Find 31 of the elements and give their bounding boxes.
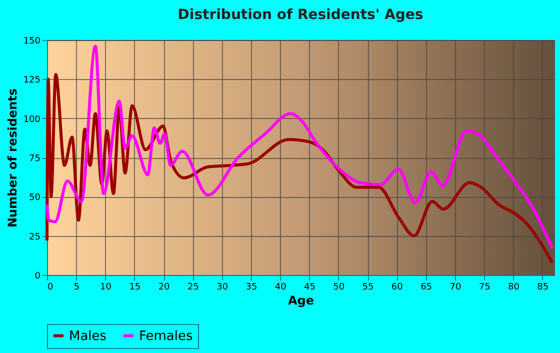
x-tick-label: 30 [216, 282, 228, 292]
x-tick-label: 35 [246, 282, 258, 292]
y-tick-label: 150 [23, 36, 41, 46]
line-series [46, 44, 554, 250]
x-tick-label: 85 [537, 282, 549, 292]
y-tick-label: 0 [34, 272, 41, 282]
x-tick-label: 15 [129, 282, 141, 292]
x-tick-label: 65 [420, 282, 432, 292]
x-tick-label: 60 [391, 282, 404, 292]
chart-title: Distribution of Residents' Ages [178, 7, 424, 23]
legend-label: Males [69, 328, 107, 344]
y-tick-label: 100 [23, 114, 41, 125]
x-axis-title: Age [288, 294, 314, 308]
x-tick-label: 45 [304, 282, 316, 292]
y-tick-label: 75 [29, 154, 40, 164]
x-tick-label: 20 [158, 282, 170, 292]
x-tick-label: 25 [187, 282, 199, 292]
x-tick-label: 75 [478, 282, 490, 292]
x-tick-label: 10 [100, 282, 112, 292]
x-tick-label: 0 [48, 282, 54, 292]
y-tick-label: 50 [29, 193, 41, 204]
x-tick-label: 70 [450, 282, 462, 292]
x-tick-label: 40 [274, 282, 287, 292]
y-tick-label: 125 [23, 76, 40, 86]
x-tick-label: 5 [74, 282, 80, 292]
x-tick-label: 55 [362, 282, 374, 292]
legend-label: Females [139, 328, 194, 344]
y-axis-title: Number of residents [5, 88, 20, 228]
x-tick-label: 50 [333, 282, 345, 292]
y-tick-label: 25 [29, 232, 40, 242]
x-tick-label: 80 [508, 282, 520, 292]
